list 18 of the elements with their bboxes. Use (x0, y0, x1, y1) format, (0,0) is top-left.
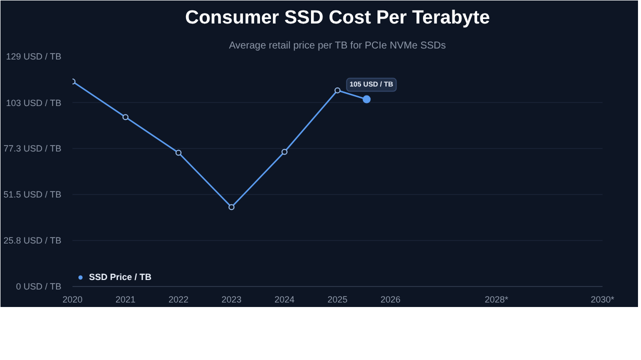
y-tick-label: 0 USD / TB (16, 282, 62, 292)
x-tick-label: 2026 (380, 294, 401, 304)
y-tick-label: 103 USD / TB (6, 98, 62, 108)
x-tick-label: 2021 (115, 294, 136, 304)
legend-label: SSD Price / TB (89, 272, 152, 282)
y-tick-label: 51.5 USD / TB (3, 190, 62, 200)
y-tick-label: 129 USD / TB (6, 52, 62, 62)
chart-title: Consumer SSD Cost Per Terabyte (185, 8, 490, 28)
x-tick-label: 2030* (590, 294, 615, 304)
y-tick-label: 25.8 USD / TB (3, 236, 62, 246)
x-tick-label: 2022 (168, 294, 189, 304)
x-tick-label: 2023 (221, 294, 242, 304)
x-tick-label: 2024 (274, 294, 295, 304)
x-tick-label: 2028* (484, 294, 509, 304)
x-tick-label: 2020 (62, 294, 83, 304)
x-tick-label: 2025 (327, 294, 348, 304)
y-tick-label: 77.3 USD / TB (3, 144, 62, 154)
chart-subtitle: Average retail price per TB for PCIe NVMe SSDs (228, 40, 446, 52)
